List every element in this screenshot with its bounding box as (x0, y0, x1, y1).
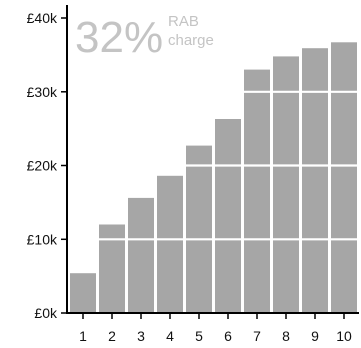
bar-2 (99, 224, 125, 313)
x-tick-label-8: 8 (282, 328, 290, 344)
bar-6 (215, 119, 241, 313)
x-tick-label-10: 10 (336, 328, 352, 344)
y-tick-label-0: £0k (34, 305, 58, 321)
x-tick-label-9: 9 (311, 328, 319, 344)
bar-10 (331, 42, 357, 314)
bar-1 (70, 273, 96, 313)
rab-label: RAB (168, 13, 199, 30)
rab-charge-annotation: 32% RAB charge (75, 13, 214, 62)
x-tick-label-2: 2 (108, 328, 116, 344)
bar-5 (186, 145, 212, 313)
bar-3 (128, 197, 154, 313)
charge-label: charge (168, 32, 214, 49)
bar-9 (302, 48, 328, 313)
y-tick-label-1: £10k (27, 231, 58, 247)
x-tick-label-3: 3 (137, 328, 145, 344)
x-tick-label-7: 7 (253, 328, 261, 344)
bar-7 (244, 69, 270, 313)
bar-8 (273, 56, 299, 314)
rab-percent-label: 32% (75, 13, 163, 62)
x-tick-label-6: 6 (224, 328, 232, 344)
ticks-layer: 1 2 3 4 5 6 7 8 9 10 £0k £10k £20k £30k £40k (27, 10, 352, 344)
y-tick-label-3: £30k (27, 84, 58, 100)
axes-layer (66, 5, 359, 314)
x-tick-label-5: 5 (195, 328, 203, 344)
bars-layer (70, 42, 357, 314)
y-tick-label-4: £40k (27, 10, 58, 26)
y-tick-label-2: £20k (27, 158, 58, 174)
gridlines-layer (67, 16, 359, 241)
x-tick-label-4: 4 (166, 328, 174, 344)
bar-4 (157, 175, 183, 313)
x-tick-label-1: 1 (79, 328, 87, 344)
